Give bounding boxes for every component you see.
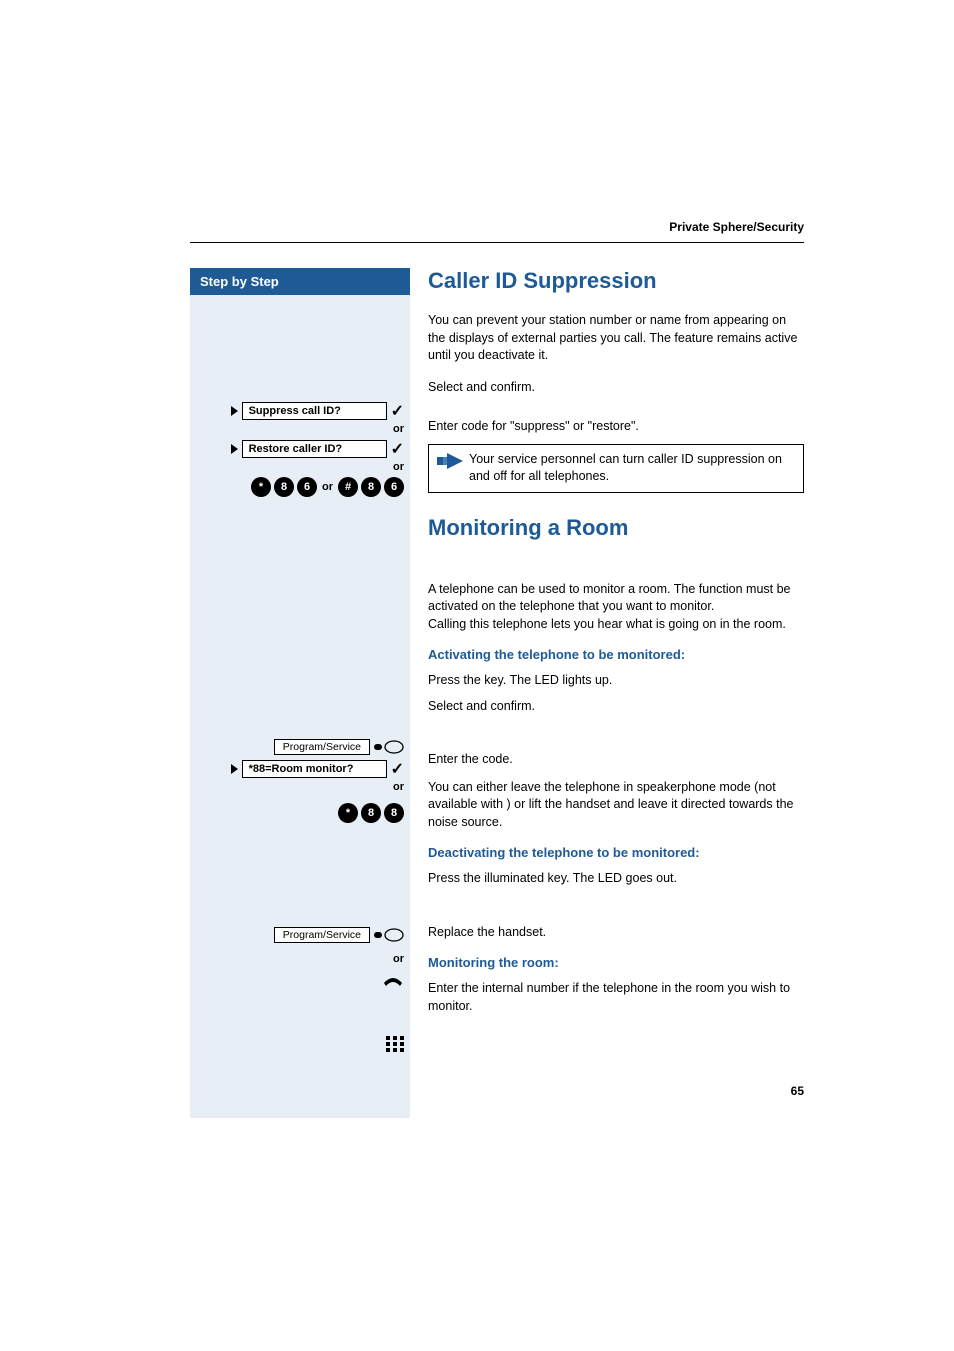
key-star: * (251, 477, 271, 497)
page-header-section: Private Sphere/Security (190, 220, 804, 234)
play-icon (231, 444, 238, 454)
para-enter-code-sr: Enter code for "suppress" or "restore". (428, 418, 804, 436)
main-content: Caller ID Suppression You can prevent yo… (410, 268, 804, 1029)
display-row-room-monitor: *88=Room monitor? ✓ (196, 759, 404, 779)
key-8: 8 (274, 477, 294, 497)
keypad-row (196, 1036, 404, 1061)
or-label: or (196, 953, 404, 965)
led-key-icon (374, 740, 404, 754)
or-label: or (196, 781, 404, 793)
or-inline: or (322, 481, 333, 493)
key-8: 8 (361, 803, 381, 823)
para-enter-code: Enter the code. (428, 751, 804, 769)
para-enter-internal: Enter the internal number if the telepho… (428, 980, 804, 1015)
display-row-suppress: Suppress call ID? ✓ (196, 401, 404, 421)
para-select-confirm-2: Select and confirm. (428, 698, 804, 716)
para-replace-handset: Replace the handset. (428, 924, 804, 942)
note-service-personnel: Your service personnel can turn caller I… (428, 444, 804, 493)
para-press-illum: Press the illuminated key. The LED goes … (428, 870, 804, 888)
page-number: 65 (791, 1084, 804, 1098)
subheading-activate: Activating the telephone to be monitored… (428, 647, 804, 662)
step-sidebar: Step by Step Suppress call ID? ✓ or Rest… (190, 268, 410, 1118)
key-8: 8 (384, 803, 404, 823)
check-icon: ✓ (391, 759, 404, 779)
note-text: Your service personnel can turn caller I… (469, 452, 782, 484)
play-icon (231, 764, 238, 774)
program-service-key: Program/Service (274, 927, 370, 943)
key-sequence-suppress-restore: * 8 6 or # 8 6 (196, 477, 404, 497)
key-8: 8 (361, 477, 381, 497)
program-service-row-2: Program/Service (196, 927, 404, 943)
header-rule (190, 242, 804, 243)
or-label: or (196, 461, 404, 473)
para-monitor-intro: A telephone can be used to monitor a roo… (428, 581, 804, 634)
display-row-restore: Restore caller ID? ✓ (196, 439, 404, 459)
subheading-monitor-room: Monitoring the room: (428, 955, 804, 970)
check-icon: ✓ (391, 439, 404, 459)
para-select-confirm: Select and confirm. (428, 379, 804, 397)
para-press-key-led: Press the key. The LED lights up. (428, 672, 804, 690)
led-key-icon (374, 928, 404, 942)
sidebar-title: Step by Step (190, 268, 410, 295)
check-icon: ✓ (391, 401, 404, 421)
key-6: 6 (297, 477, 317, 497)
key-sequence-88: * 8 8 (196, 803, 404, 823)
key-hash: # (338, 477, 358, 497)
heading-caller-id: Caller ID Suppression (428, 268, 804, 294)
handset-row (196, 975, 404, 994)
para-speakerphone: You can either leave the telephone in sp… (428, 779, 804, 832)
program-service-key: Program/Service (274, 739, 370, 755)
key-star: * (338, 803, 358, 823)
keypad-icon (386, 1036, 404, 1061)
display-suppress: Suppress call ID? (242, 402, 387, 420)
program-service-row: Program/Service (196, 739, 404, 755)
subheading-deactivate: Deactivating the telephone to be monitor… (428, 845, 804, 860)
key-6: 6 (384, 477, 404, 497)
or-label: or (196, 423, 404, 435)
handset-down-icon (382, 975, 404, 994)
note-arrow-icon (437, 453, 463, 475)
para-caller-id-intro: You can prevent your station number or n… (428, 312, 804, 365)
display-room-monitor: *88=Room monitor? (242, 760, 387, 778)
play-icon (231, 406, 238, 416)
heading-monitoring: Monitoring a Room (428, 515, 804, 541)
display-restore: Restore caller ID? (242, 440, 387, 458)
